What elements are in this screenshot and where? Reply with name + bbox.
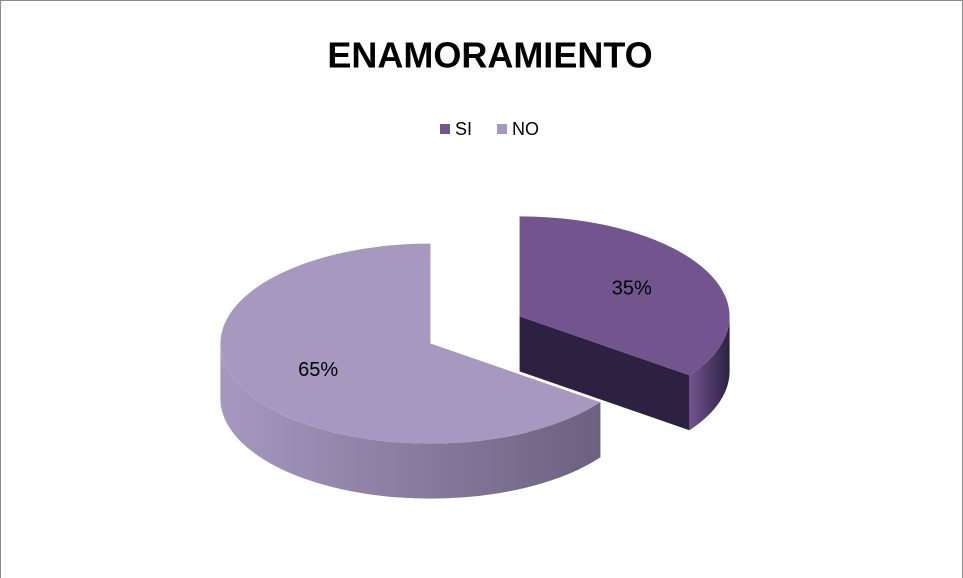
data-label: 65%: [298, 359, 338, 381]
data-label: 35%: [612, 277, 652, 299]
pie-slice: [220, 243, 601, 499]
slice-outer-wall: [689, 316, 730, 431]
legend-label: SI: [455, 119, 472, 139]
slice-outer-wall: [220, 343, 601, 499]
legend-swatch: [497, 124, 507, 134]
slice-top: [519, 216, 730, 376]
legend-label: NO: [512, 119, 539, 139]
legend-swatch: [440, 124, 450, 134]
pie-slice: [519, 216, 730, 431]
slice-top: [220, 243, 601, 444]
chart-title: ENAMORAMIENTO: [327, 35, 652, 76]
slice-radial-wall: [519, 316, 690, 431]
